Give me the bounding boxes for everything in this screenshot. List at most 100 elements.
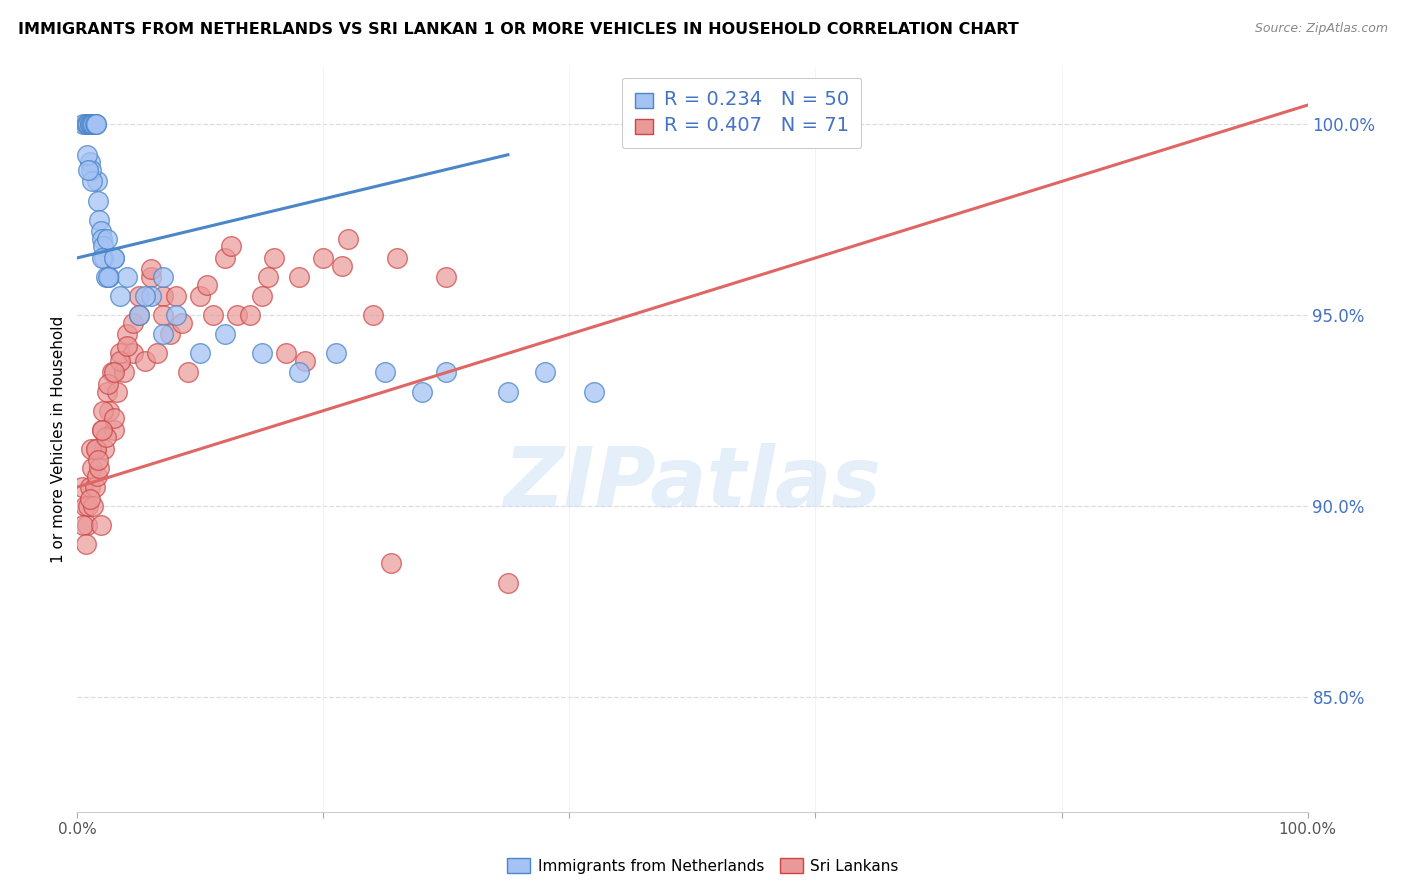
Point: [141, 289, 163, 303]
Point: [134, 289, 156, 303]
Point: [385, 251, 409, 265]
Point: [94, 430, 117, 444]
Point: [101, 366, 124, 380]
Point: [361, 308, 384, 322]
Point: [188, 289, 212, 303]
Point: [80, 117, 103, 131]
Text: Source: ZipAtlas.com: Source: ZipAtlas.com: [1254, 22, 1388, 36]
Point: [77, 117, 100, 131]
Point: [75, 537, 97, 551]
Point: [534, 366, 557, 380]
Point: [72, 117, 94, 131]
Point: [250, 289, 273, 303]
Y-axis label: 1 or more Vehicles in Household: 1 or more Vehicles in Household: [51, 316, 66, 563]
Point: [121, 316, 143, 330]
Point: [128, 308, 150, 322]
Point: [436, 366, 458, 380]
Point: [82, 117, 104, 131]
Point: [152, 270, 174, 285]
Point: [84, 442, 107, 456]
Point: [76, 147, 98, 161]
Text: IMMIGRANTS FROM NETHERLANDS VS SRI LANKAN 1 OR MORE VEHICLES IN HOUSEHOLD CORREL: IMMIGRANTS FROM NETHERLANDS VS SRI LANKA…: [18, 22, 1019, 37]
Point: [152, 308, 174, 322]
Point: [82, 499, 104, 513]
Point: [337, 232, 360, 246]
Point: [80, 442, 103, 456]
Point: [103, 411, 125, 425]
Point: [128, 289, 150, 303]
Point: [411, 384, 433, 399]
Point: [201, 308, 224, 322]
Point: [276, 346, 298, 360]
Point: [90, 232, 114, 246]
Point: [86, 174, 108, 188]
Point: [112, 366, 135, 380]
Point: [263, 251, 285, 265]
Point: [436, 270, 458, 285]
Point: [165, 308, 187, 322]
Point: [103, 251, 125, 265]
Point: [141, 262, 163, 277]
Legend: R = 0.234   N = 50, R = 0.407   N = 71: R = 0.234 N = 50, R = 0.407 N = 71: [621, 78, 862, 147]
Point: [89, 461, 111, 475]
Point: [90, 224, 112, 238]
Point: [91, 403, 114, 417]
Point: [79, 117, 101, 131]
Point: [214, 327, 236, 342]
Point: [96, 384, 118, 399]
Point: [84, 117, 107, 131]
Point: [94, 270, 117, 285]
Point: [72, 518, 94, 533]
Point: [170, 316, 193, 330]
Point: [110, 346, 132, 360]
Point: [82, 174, 104, 188]
Point: [97, 270, 120, 285]
Point: [90, 251, 114, 265]
Point: [195, 277, 218, 292]
Point: [75, 117, 97, 131]
Point: [115, 327, 138, 342]
Point: [87, 453, 110, 467]
Point: [84, 117, 107, 131]
Point: [83, 117, 105, 131]
Point: [93, 442, 115, 456]
Point: [583, 384, 606, 399]
Point: [115, 339, 138, 353]
Point: [165, 289, 187, 303]
Point: [103, 423, 125, 437]
Point: [82, 461, 104, 475]
Point: [86, 468, 108, 483]
Point: [380, 557, 402, 571]
Point: [294, 354, 316, 368]
Point: [79, 155, 101, 169]
Point: [103, 366, 125, 380]
Point: [90, 423, 114, 437]
Point: [214, 251, 236, 265]
Point: [115, 270, 138, 285]
Point: [90, 518, 112, 533]
Legend: Immigrants from Netherlands, Sri Lankans: Immigrants from Netherlands, Sri Lankans: [502, 852, 904, 880]
Point: [374, 366, 396, 380]
Point: [77, 163, 100, 178]
Point: [98, 403, 121, 417]
Point: [105, 384, 128, 399]
Point: [219, 239, 242, 253]
Point: [83, 480, 105, 494]
Point: [146, 346, 169, 360]
Point: [77, 499, 100, 513]
Point: [110, 354, 132, 368]
Point: [312, 251, 335, 265]
Point: [250, 346, 273, 360]
Point: [188, 346, 212, 360]
Text: ZIPatlas: ZIPatlas: [503, 443, 882, 524]
Point: [159, 327, 181, 342]
Point: [330, 259, 353, 273]
Point: [76, 518, 98, 533]
Point: [96, 232, 118, 246]
Point: [79, 480, 101, 494]
Point: [152, 289, 174, 303]
Point: [70, 480, 93, 494]
Point: [226, 308, 249, 322]
Point: [80, 163, 103, 178]
Point: [496, 575, 519, 590]
